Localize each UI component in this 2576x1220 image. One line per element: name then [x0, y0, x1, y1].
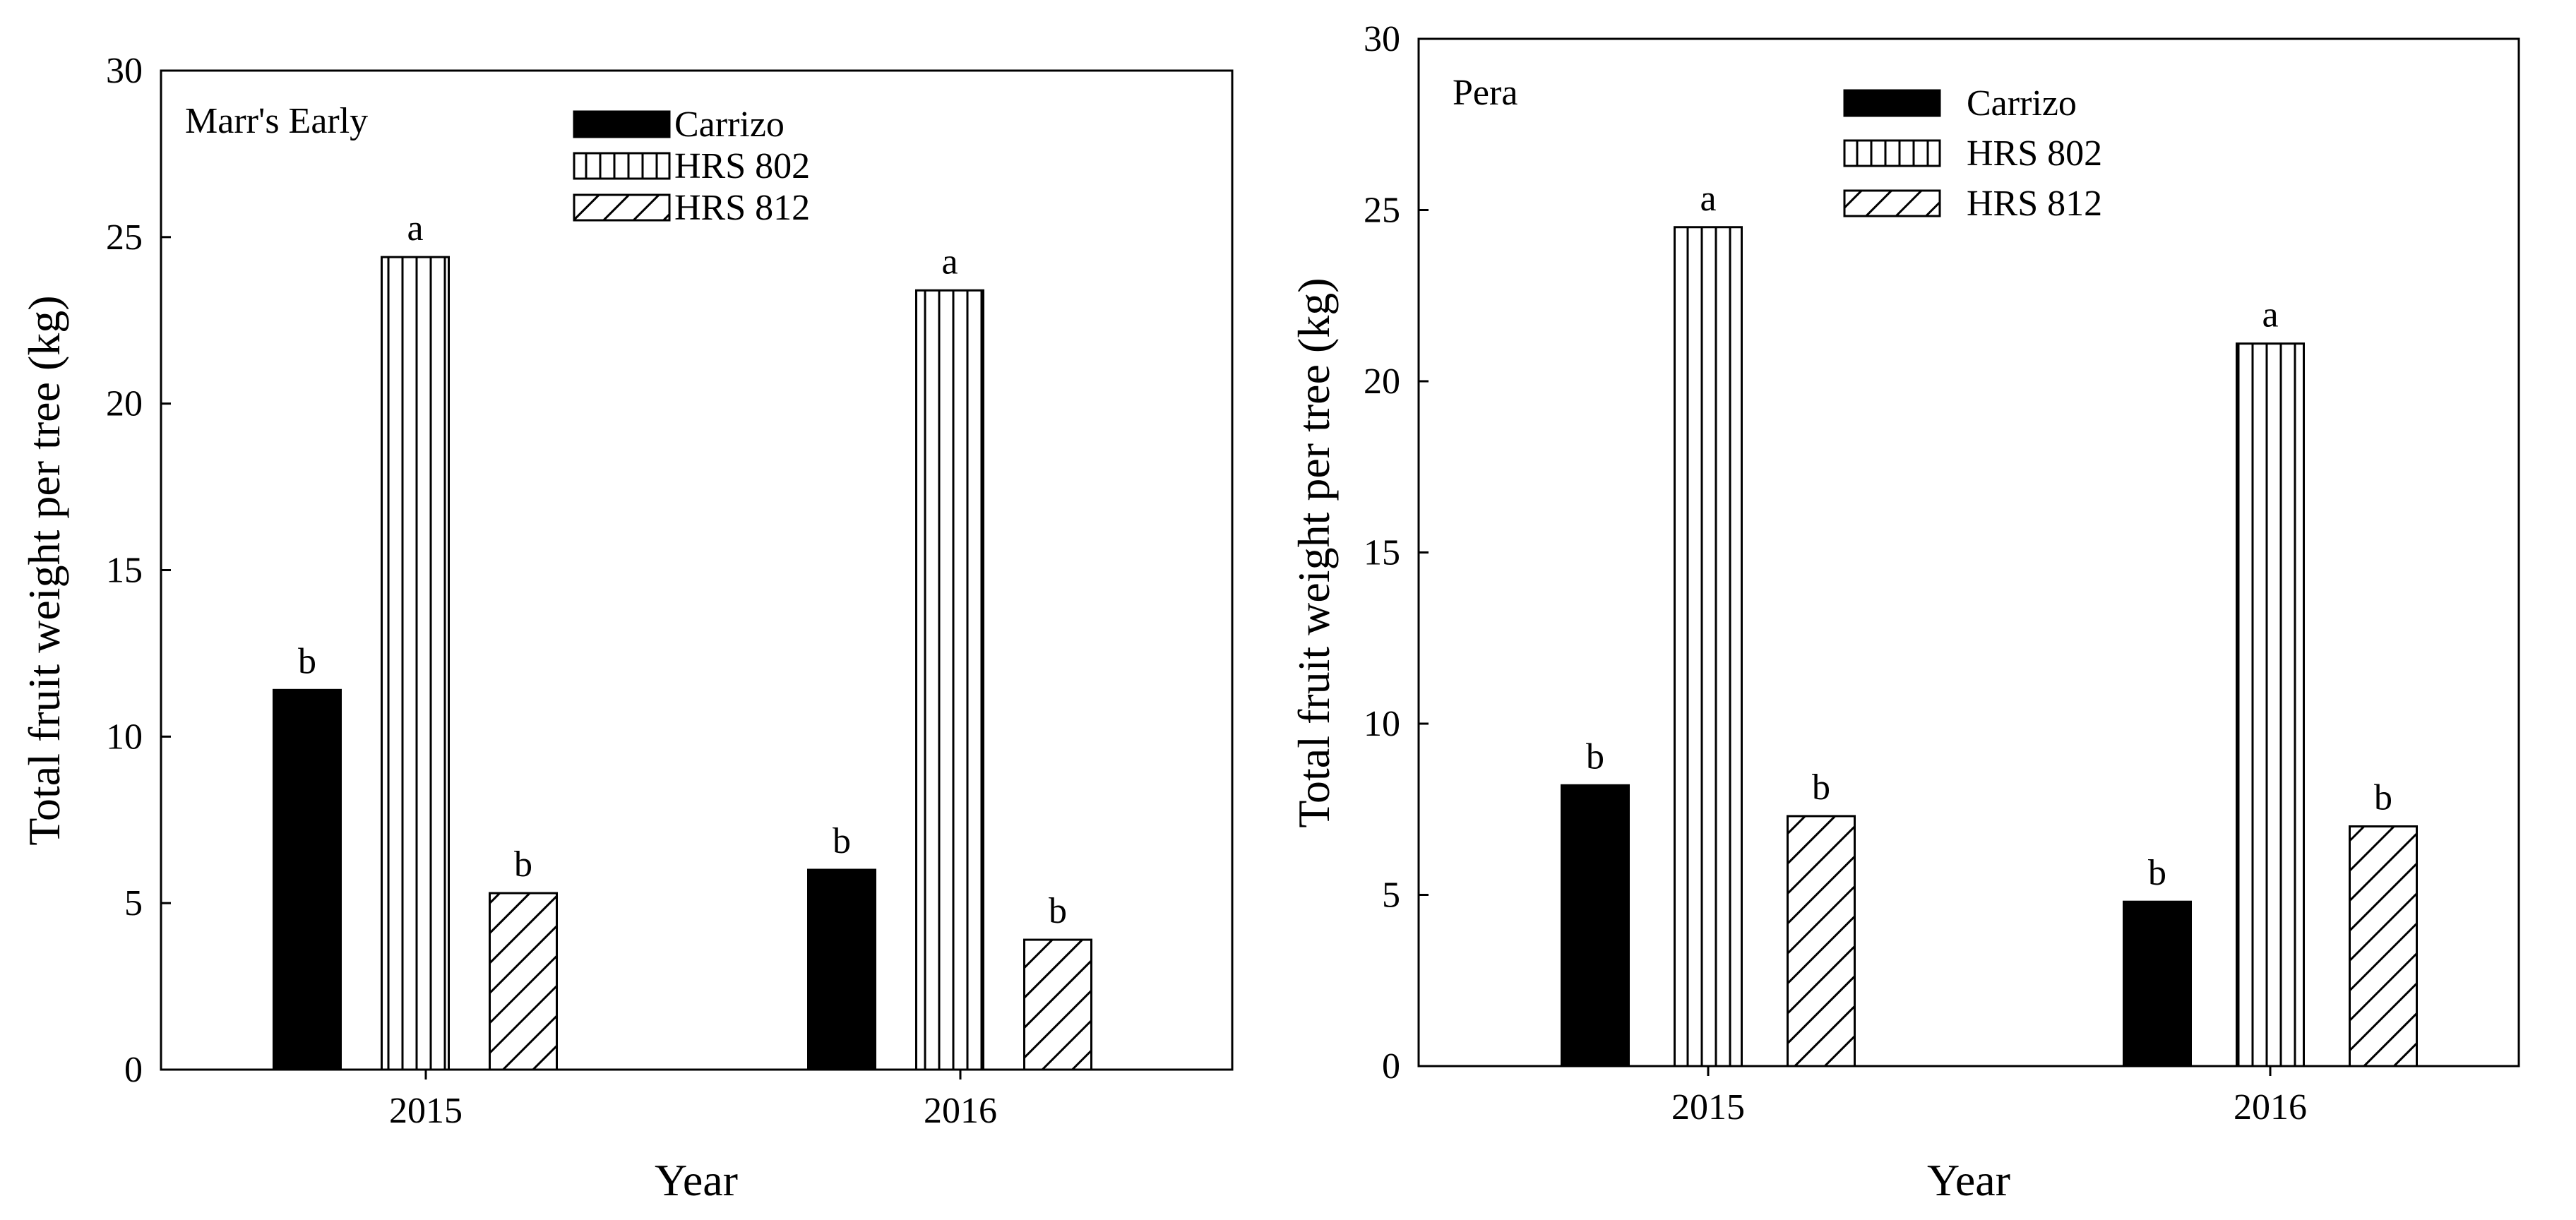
legend: Carrizo HRS 802 HRS 812 [573, 104, 810, 228]
significance-letters: b b a a b b [298, 208, 1067, 931]
bar-hrs-802-2016 [915, 289, 984, 1071]
y-tick-label: 20 [1364, 361, 1400, 402]
significance-letter: a [407, 208, 423, 249]
legend-swatch-carrizo [1843, 89, 1941, 117]
y-axis-ticks: 0 5 10 15 20 25 30 [106, 51, 171, 1090]
y-tick-label: 5 [1382, 875, 1400, 916]
legend-label-carrizo: Carrizo [674, 104, 785, 145]
y-tick-label: 30 [1364, 19, 1400, 59]
significance-letter: b [514, 844, 532, 885]
bar-series-group [1561, 226, 2418, 1068]
x-tick-label-2015: 2015 [1671, 1087, 1745, 1128]
bar-carrizo-2016 [807, 868, 876, 1071]
legend-swatch-hrs-802 [1843, 139, 1941, 167]
significance-letters: b b a a b b [1586, 179, 2392, 893]
bar-hrs-812-2016 [2349, 825, 2418, 1068]
significance-letter: b [833, 821, 851, 861]
bar-hrs-802-2016 [2236, 342, 2305, 1068]
legend-label-hrs-802: HRS 802 [674, 146, 810, 186]
legend-label-hrs-802: HRS 802 [1967, 133, 2102, 174]
legend-label-hrs-812: HRS 812 [674, 188, 810, 228]
significance-letter: b [1812, 767, 1830, 808]
significance-letter: a [1700, 179, 1716, 219]
panel-title: Marr's Early [185, 101, 368, 141]
legend-swatch-hrs-802 [573, 152, 671, 180]
y-axis-title: Total fruit weight per tree (kg) [19, 295, 69, 845]
x-axis-ticks: 2015 2016 [389, 1070, 997, 1131]
x-tick-label-2016: 2016 [924, 1091, 997, 1131]
y-tick-label: 10 [1364, 704, 1400, 744]
legend-label-carrizo: Carrizo [1967, 83, 2077, 124]
legend-label-hrs-812: HRS 812 [1967, 184, 2102, 224]
y-tick-label: 30 [106, 51, 143, 91]
x-axis-ticks: 2015 2016 [1671, 1066, 2307, 1128]
bar-hrs-812-2015 [1787, 815, 1856, 1068]
y-axis-ticks: 0 5 10 15 20 25 30 [1364, 19, 1429, 1087]
significance-letter: b [2148, 853, 2166, 893]
x-tick-label-2016: 2016 [2234, 1087, 2307, 1128]
y-tick-label: 0 [1382, 1046, 1400, 1087]
bar-carrizo-2016 [2123, 900, 2192, 1068]
y-tick-label: 25 [1364, 191, 1400, 231]
significance-letter: a [2262, 295, 2278, 335]
y-tick-label: 10 [106, 717, 143, 757]
bar-hrs-802-2015 [381, 256, 450, 1071]
legend-swatch-hrs-812 [1843, 189, 1941, 217]
x-axis-title: Year [655, 1155, 738, 1205]
y-tick-label: 20 [106, 384, 143, 424]
legend-swatch-carrizo [573, 110, 671, 138]
y-tick-label: 0 [124, 1050, 143, 1090]
y-tick-label: 5 [124, 883, 143, 923]
x-axis-title: Year [1927, 1155, 2010, 1205]
legend-swatch-hrs-812 [573, 193, 671, 222]
bar-series-group [273, 256, 1092, 1071]
chart-panel-marrs-early: 0 5 10 15 20 25 30 2015 2016 b b a a b b Marr's Earl… [19, 51, 1234, 1205]
y-axis-title: Total fruit weight per tree (kg) [1289, 277, 1339, 827]
bar-hrs-802-2015 [1674, 226, 1743, 1068]
bar-carrizo-2015 [1561, 784, 1630, 1068]
bar-carrizo-2015 [273, 688, 342, 1071]
significance-letter: b [1586, 736, 1604, 777]
significance-letter: b [2374, 778, 2392, 818]
significance-letter: a [941, 241, 958, 282]
x-tick-label-2015: 2015 [389, 1091, 463, 1131]
legend: Carrizo HRS 802 HRS 812 [1843, 83, 2102, 224]
chart-panel-pera: 0 5 10 15 20 25 30 2015 2016 b b a a b b Pera Year T… [1289, 19, 2520, 1205]
y-tick-label: 15 [1364, 533, 1400, 573]
y-tick-label: 15 [106, 551, 143, 591]
significance-letter: b [298, 641, 316, 681]
bar-hrs-812-2015 [489, 892, 558, 1071]
y-tick-label: 25 [106, 217, 143, 258]
panel-title: Pera [1453, 73, 1517, 113]
significance-letter: b [1049, 891, 1067, 931]
bar-hrs-812-2016 [1023, 938, 1092, 1071]
